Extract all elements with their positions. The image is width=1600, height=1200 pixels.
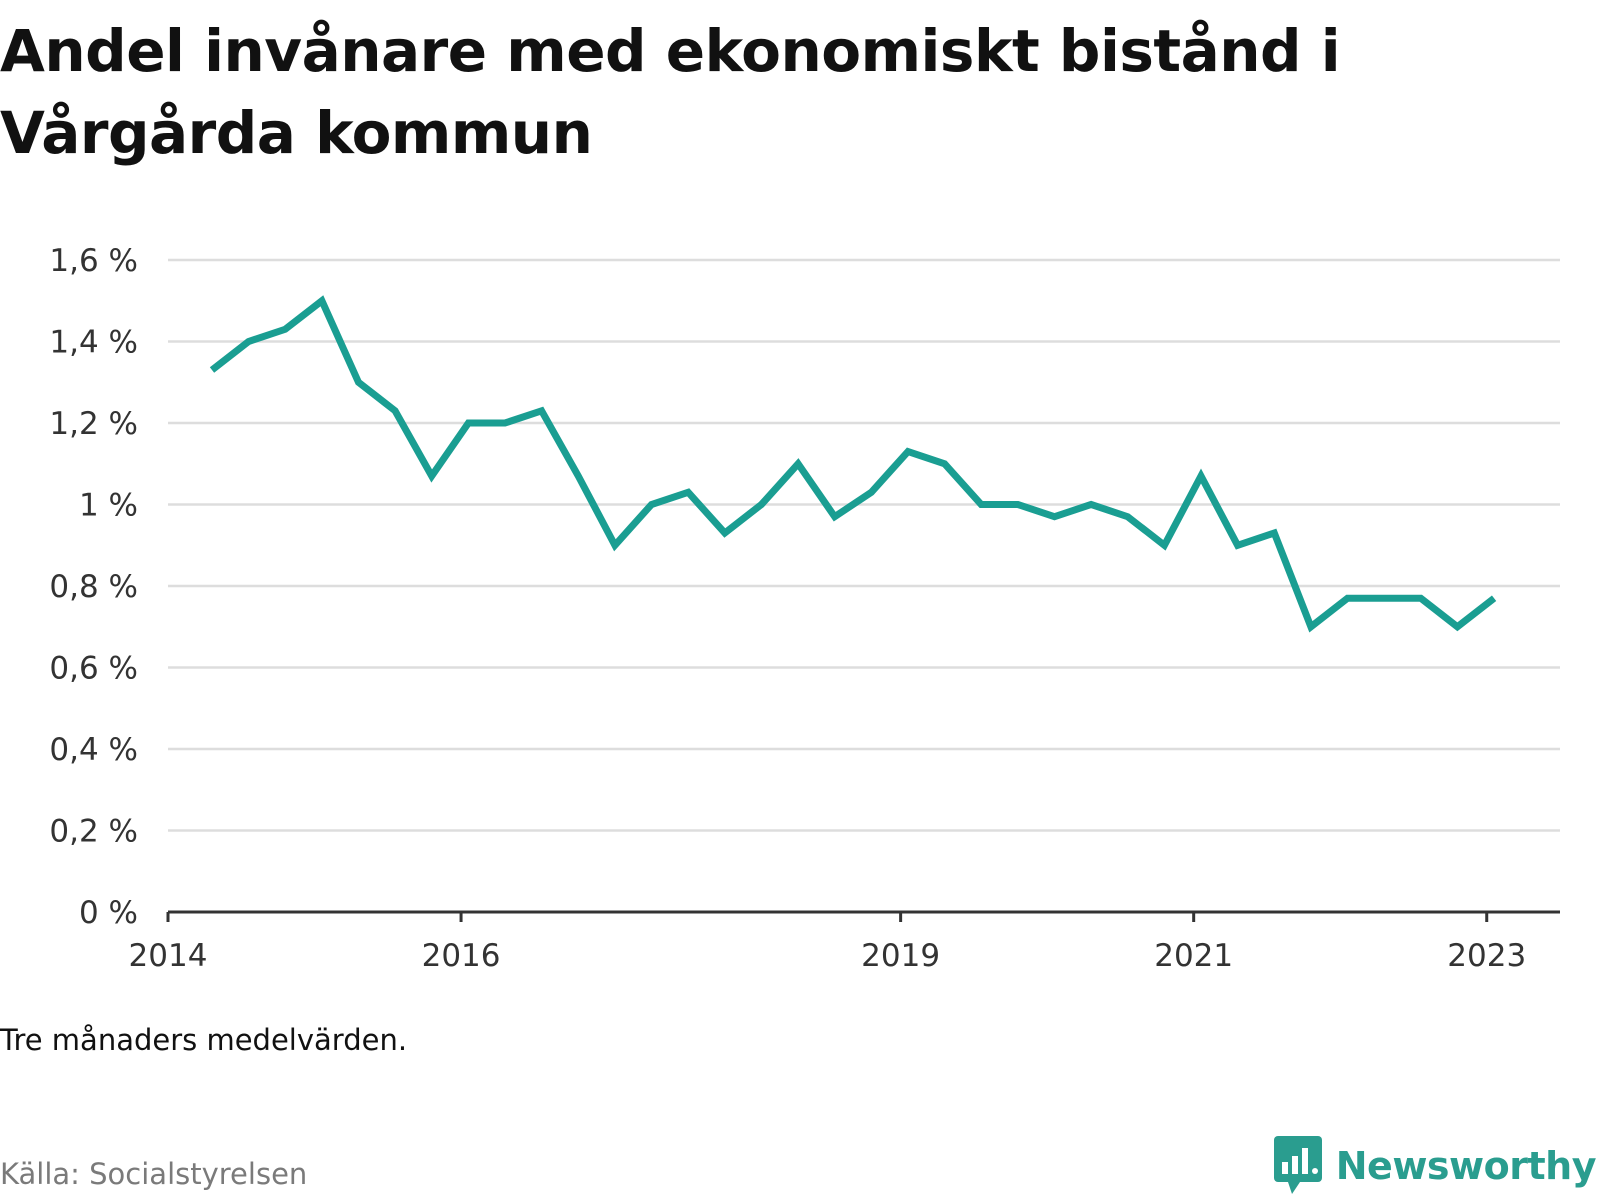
y-tick-label: 0 % <box>79 895 138 931</box>
brand-logo[interactable]: Newsworthy <box>1273 1136 1597 1196</box>
y-tick-label: 0,2 % <box>49 814 138 850</box>
y-tick-label: 1 % <box>79 488 138 524</box>
line-chart: 0 % 0,2 % 0,4 % 0,6 % 0,8 % 1 % 1,2 % 1,4 % 1,6 … <box>49 243 1560 974</box>
series <box>209 295 1497 633</box>
y-tick-label: 0,8 % <box>49 569 138 605</box>
brand-name: Newsworthy <box>1335 1144 1597 1188</box>
x-tick-label: 2023 <box>1447 938 1526 974</box>
chart-title: Andel invånare med ekonomiskt bistånd i … <box>0 17 1341 167</box>
y-axis-labels: 0 % 0,2 % 0,4 % 0,6 % 0,8 % 1 % 1,2 % 1,4 % 1,6 … <box>49 243 138 931</box>
y-tick-label: 0,4 % <box>49 732 138 768</box>
x-tick-label: 2021 <box>1154 938 1233 974</box>
x-tick-label: 2016 <box>422 938 501 974</box>
x-tick-label: 2019 <box>861 938 940 974</box>
newsworthy-logo-icon <box>1273 1136 1322 1194</box>
y-tick-label: 1,6 % <box>49 243 138 279</box>
chart-note: Tre månaders medelvärden. <box>0 1023 408 1057</box>
y-tick-label: 1,4 % <box>49 325 138 361</box>
source-credit: Källa: Socialstyrelsen <box>0 1157 308 1191</box>
gridlines <box>168 258 1560 832</box>
y-tick-label: 0,6 % <box>49 651 138 687</box>
series-line <box>209 295 1497 633</box>
x-axis-labels: 2014 2016 2019 2021 2023 <box>129 938 1527 974</box>
y-tick-label: 1,2 % <box>49 406 138 442</box>
x-axis <box>166 910 1560 922</box>
x-tick-label: 2014 <box>129 938 208 974</box>
